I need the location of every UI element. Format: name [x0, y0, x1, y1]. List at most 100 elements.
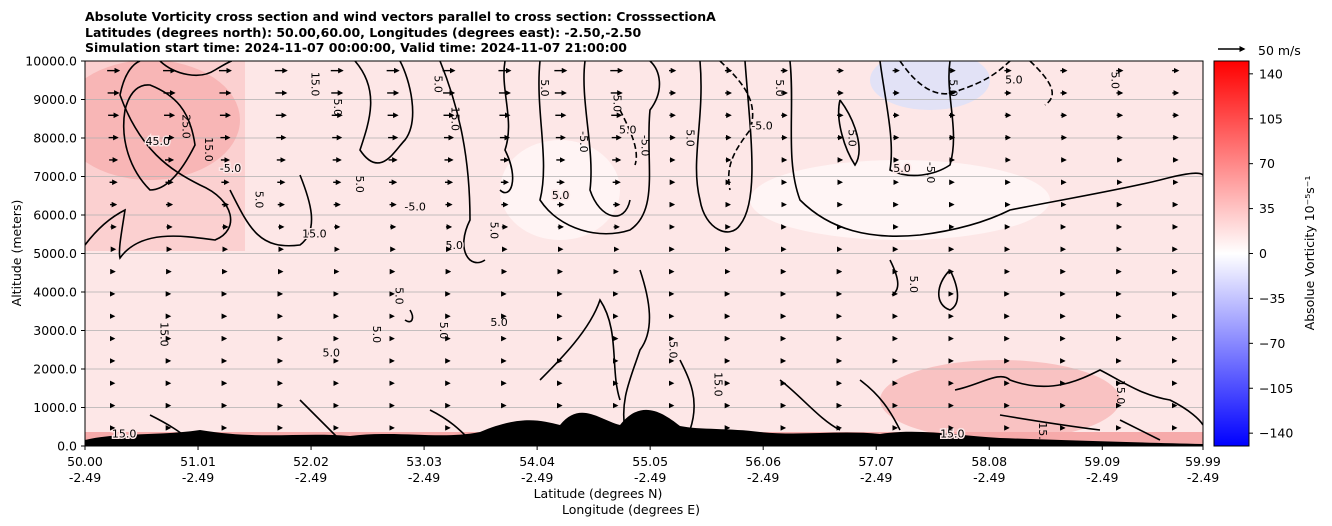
contour-label: 5.0 [353, 175, 366, 193]
colorbar-tick-label: 35 [1259, 201, 1275, 216]
contour-label: 5.0 [893, 162, 911, 175]
x-axis-label-longitude: Longitude (degrees E) [562, 502, 700, 517]
colorbar-tick-label: 105 [1259, 111, 1283, 126]
contour-label: 5.0 [946, 79, 959, 97]
contour-label: -5.0 [404, 200, 425, 213]
contour-label: 25.0 [180, 114, 193, 139]
contour-labels: 45.025.015.0-5.05.015.015.05.05.0-5.05.0… [110, 72, 1127, 447]
colorbar-ticks: 140 105 70 35 0 −35 −70 −105 −140 [1249, 66, 1293, 441]
x-tick-label-lat: 59.99 [1185, 454, 1221, 469]
contour-label: 5.0 [1109, 72, 1122, 90]
colorbar-tick-label: −70 [1259, 336, 1285, 351]
colorbar-tick-label: 140 [1259, 66, 1283, 81]
negative-contour-lines [619, 61, 1053, 191]
y-tick-label: 7000.0 [33, 169, 77, 184]
colorbar-label: Absolue Vorticity 10⁻⁵s⁻¹ [1302, 176, 1317, 331]
contour-label: 5.0 [846, 129, 859, 147]
x-tick-label-lat: 54.04 [519, 454, 555, 469]
x-tick-label-lon: -2.49 [860, 470, 892, 485]
contour-label: -5.0 [577, 131, 590, 152]
contour-label: 5.0 [331, 98, 344, 116]
x-tick-label-lon: -2.49 [182, 470, 214, 485]
contour-label: 15.0 [1114, 380, 1127, 405]
y-tick-label: 10000.0 [25, 54, 77, 69]
x-tick-label-lon: -2.49 [634, 470, 666, 485]
contour-label: 5.0 [619, 123, 637, 136]
title-line-1: Absolute Vorticity cross section and win… [85, 9, 716, 24]
contour-label: 5.0 [552, 189, 570, 202]
x-tick-label-lon: -2.49 [747, 470, 779, 485]
contour-label: 5.0 [487, 222, 500, 240]
y-tick-label: 1000.0 [33, 400, 77, 415]
contour-label: 5.0 [683, 129, 696, 147]
title-line-3: Simulation start time: 2024-11-07 00:00:… [85, 40, 627, 55]
y-axis-label: Altitude (meters) [9, 200, 24, 307]
x-tick-label-lon: -2.49 [295, 470, 327, 485]
y-axis: 0.0 1000.0 2000.0 3000.0 4000.0 5000.0 6000.0 7… [25, 54, 85, 454]
x-tick-label-lat: 51.01 [180, 454, 216, 469]
colorbar-tick-label: −35 [1259, 291, 1285, 306]
y-tick-label: 9000.0 [33, 92, 77, 107]
contour-label: 15.0 [302, 227, 327, 240]
contour-label: 5.0 [437, 322, 450, 340]
contour-label: 5.0 [667, 341, 680, 359]
contour-label: -5.0 [924, 162, 937, 183]
x-tick-label-lat: 57.07 [858, 454, 894, 469]
contour-label: 5.0 [432, 75, 445, 93]
contour-label: 15.0 [112, 427, 137, 440]
contour-label: 5.0 [538, 79, 551, 97]
contour-label: 5.0 [1005, 73, 1023, 86]
y-tick-label: 6000.0 [33, 208, 77, 223]
x-tick-label-lon: -2.49 [69, 470, 101, 485]
contour-label: 5.0 [611, 95, 624, 113]
contour-label: 15.0 [940, 427, 965, 440]
x-tick-label-lon: -2.49 [1086, 470, 1118, 485]
x-tick-label-lat: 52.02 [293, 454, 329, 469]
x-tick-label-lat: 50.00 [67, 454, 103, 469]
contour-label: 15.0 [1036, 422, 1049, 447]
chart-title: Absolute Vorticity cross section and win… [85, 9, 716, 56]
y-tick-label: 3000.0 [33, 323, 77, 338]
colorbar [1213, 60, 1250, 447]
x-tick-label-lat: 53.03 [406, 454, 442, 469]
x-tick-label-lon: -2.49 [521, 470, 553, 485]
contour-label: 15.0 [448, 107, 461, 132]
x-tick-label-lon: -2.49 [408, 470, 440, 485]
contour-label: 5.0 [252, 191, 265, 209]
wind-vectors [107, 67, 1180, 431]
x-tick-label-lat: 58.08 [971, 454, 1007, 469]
y-tick-label: 8000.0 [33, 131, 77, 146]
contour-label: 15.0 [202, 137, 215, 162]
contour-label: 5.0 [490, 316, 508, 329]
contour-label: 5.0 [392, 287, 405, 305]
x-tick-label-lat: 59.09 [1084, 454, 1120, 469]
colorbar-tick-label: −140 [1259, 426, 1293, 441]
contour-label: 45.0 [145, 135, 170, 148]
contour-label: 5.0 [907, 276, 920, 294]
contour-label: 15.0 [711, 372, 724, 397]
y-tick-label: 5000.0 [33, 246, 77, 261]
x-tick-label-lat: 56.06 [745, 454, 781, 469]
surface-contour-clutter [85, 409, 1203, 446]
y-tick-label: 0.0 [57, 439, 77, 454]
contour-label: 15.0 [157, 322, 170, 347]
y-tick-label: 4000.0 [33, 285, 77, 300]
x-tick-label-lon: -2.49 [1187, 470, 1219, 485]
x-tick-label-lat: 55.05 [632, 454, 668, 469]
contour-label: -5.0 [639, 135, 652, 156]
reference-vector-label: 50 m/s [1258, 43, 1301, 58]
vorticity-field [85, 61, 1203, 446]
x-tick-label-lon: -2.49 [973, 470, 1005, 485]
contour-label: 15.0 [308, 72, 321, 97]
colorbar-tick-label: −105 [1259, 381, 1293, 396]
y-tick-label: 2000.0 [33, 362, 77, 377]
contour-label: 5.0 [322, 347, 340, 360]
contour-label: 5.0 [370, 326, 383, 344]
contour-label: -5.0 [751, 119, 772, 132]
x-axis: 50.00-2.4951.01-2.4952.02-2.4953.03-2.49… [67, 446, 1221, 485]
contour-label: 5.0 [773, 79, 786, 97]
x-axis-label-latitude: Latitude (degrees N) [534, 486, 663, 501]
colorbar-tick-label: 0 [1259, 246, 1267, 261]
colorbar-tick-label: 70 [1259, 156, 1275, 171]
